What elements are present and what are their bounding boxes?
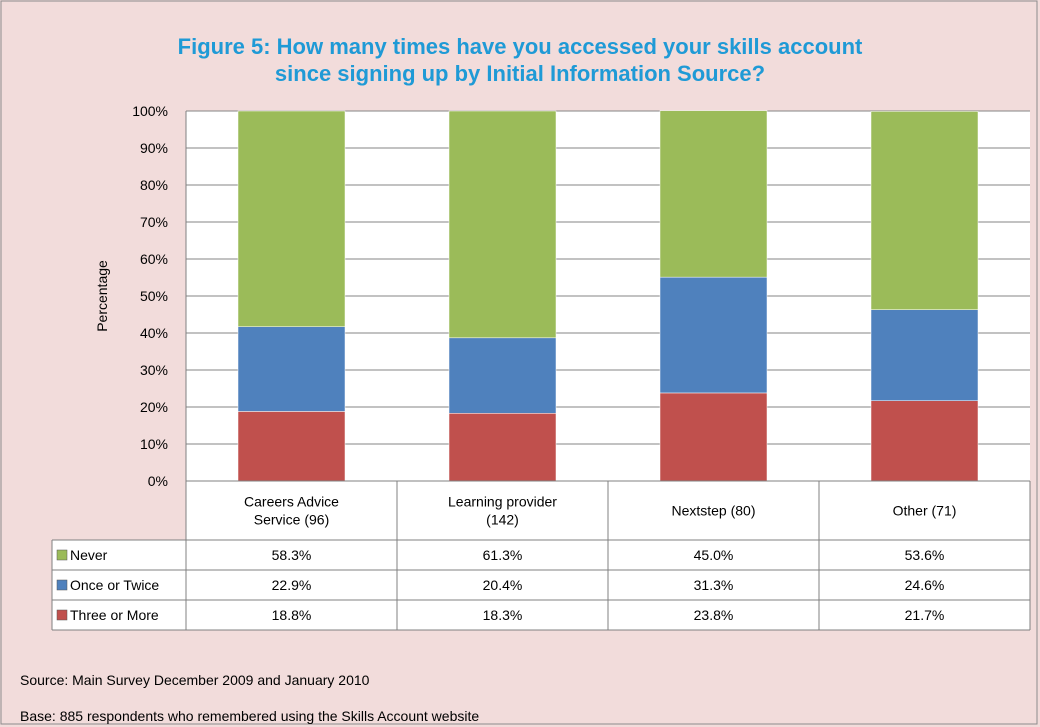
bar-segment: [448, 337, 557, 414]
y-tick-label: 100%: [132, 103, 168, 119]
bar-segment: [659, 392, 768, 482]
y-tick-label: 20%: [140, 399, 168, 415]
bar-segment: [237, 326, 346, 412]
legend-swatch: [56, 609, 68, 621]
data-label: 45.0%: [694, 547, 734, 563]
y-tick-label: 60%: [140, 251, 168, 267]
category-label: (142): [486, 512, 519, 528]
chart-title-line: since signing up by Initial Information …: [275, 61, 765, 86]
y-tick-label: 80%: [140, 177, 168, 193]
y-tick-label: 70%: [140, 214, 168, 230]
data-label: 61.3%: [483, 547, 523, 563]
data-label: 24.6%: [905, 577, 945, 593]
data-label: 58.3%: [272, 547, 312, 563]
table-body-bg: [52, 540, 1030, 630]
data-label: 23.8%: [694, 607, 734, 623]
data-label: 18.3%: [483, 607, 523, 623]
y-tick-label: 50%: [140, 288, 168, 304]
bar-segment: [448, 110, 557, 339]
data-label: 21.7%: [905, 607, 945, 623]
legend-label: Once or Twice: [70, 577, 159, 593]
legend-swatch: [56, 579, 68, 591]
source-note: Source: Main Survey December 2009 and Ja…: [20, 672, 370, 688]
data-label: 53.6%: [905, 547, 945, 563]
bar-segment: [448, 413, 557, 482]
base-note: Base: 885 respondents who remembered usi…: [20, 708, 480, 724]
bar-segment: [237, 411, 346, 482]
data-label: 31.3%: [694, 577, 734, 593]
legend-swatch: [56, 549, 68, 561]
bar-segment: [237, 110, 346, 327]
category-label: Learning provider: [448, 494, 557, 510]
category-label: Other (71): [893, 503, 957, 519]
category-label: Nextstep (80): [671, 503, 755, 519]
legend-label: Three or More: [70, 607, 159, 623]
data-label: 18.8%: [272, 607, 312, 623]
y-tick-label: 0%: [148, 473, 168, 489]
category-label: Service (96): [254, 512, 329, 528]
bar-segment: [870, 111, 979, 310]
y-tick-label: 90%: [140, 140, 168, 156]
y-tick-label: 40%: [140, 325, 168, 341]
y-tick-label: 10%: [140, 436, 168, 452]
legend-label: Never: [70, 547, 108, 563]
category-label: Careers Advice: [244, 494, 339, 510]
chart-title-line: Figure 5: How many times have you access…: [178, 34, 863, 59]
y-axis-title: Percentage: [94, 260, 110, 332]
y-tick-label: 30%: [140, 362, 168, 378]
data-label: 20.4%: [483, 577, 523, 593]
bar-segment: [870, 400, 979, 482]
bar-segment: [659, 110, 768, 278]
bar-segment: [659, 276, 768, 394]
data-label: 22.9%: [272, 577, 312, 593]
bar-segment: [870, 309, 979, 401]
